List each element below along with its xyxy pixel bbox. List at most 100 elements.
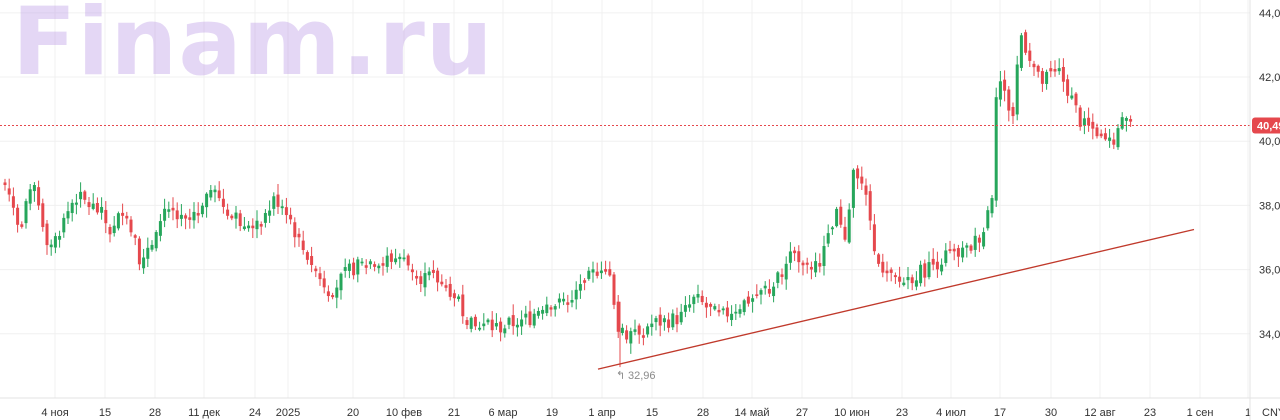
candle-up xyxy=(263,212,267,223)
candle-up xyxy=(990,198,994,214)
candle-up xyxy=(146,247,150,259)
candle-up xyxy=(58,235,62,240)
x-tick-label: 10 июн xyxy=(834,407,870,419)
candle-up xyxy=(62,217,66,233)
candle-down xyxy=(104,209,108,224)
x-tick-label: 11 дек xyxy=(188,407,220,419)
candle-up xyxy=(1082,118,1086,126)
candle-down xyxy=(583,280,587,283)
current-price-label: 40,49 xyxy=(1257,120,1280,132)
candle-up xyxy=(356,259,360,275)
candle-down xyxy=(436,270,440,283)
candle-down xyxy=(780,274,784,277)
candle-down xyxy=(3,182,7,186)
candle-up xyxy=(158,221,162,236)
x-tick-label: 24 xyxy=(249,407,261,419)
candle-down xyxy=(641,335,645,338)
candle-up xyxy=(116,213,120,229)
candle-down xyxy=(872,224,876,252)
candle-down xyxy=(1053,68,1057,72)
candle-down xyxy=(175,210,179,220)
candle-up xyxy=(343,267,347,271)
candle-up xyxy=(272,196,276,209)
currency-label: CNY xyxy=(1262,407,1280,419)
trendline[interactable] xyxy=(597,228,1195,370)
candle-down xyxy=(725,307,729,317)
candle-up xyxy=(994,97,998,201)
candle-up xyxy=(507,317,511,325)
x-tick-label: 1 xyxy=(1245,407,1251,419)
candle-down xyxy=(868,191,872,221)
candle-up xyxy=(1057,68,1061,72)
candle-down xyxy=(809,266,813,270)
candle-down xyxy=(608,269,612,276)
candle-down xyxy=(511,315,515,327)
candle-down xyxy=(1036,65,1040,72)
candle-down xyxy=(528,311,532,326)
candle-up xyxy=(192,211,196,221)
candle-up xyxy=(646,326,650,335)
candle-down xyxy=(746,296,750,304)
candle-up xyxy=(423,273,427,288)
candle-down xyxy=(1066,79,1070,96)
candle-up xyxy=(200,205,204,215)
x-tick-label: 28 xyxy=(697,407,709,419)
candle-down xyxy=(948,249,952,251)
candle-up xyxy=(1124,117,1128,121)
candle-down xyxy=(226,209,230,216)
candle-down xyxy=(889,269,893,273)
y-tick-label: 34,00 xyxy=(1259,329,1280,341)
candle-down xyxy=(931,258,935,265)
candle-up xyxy=(91,203,95,209)
candle-down xyxy=(709,303,713,307)
x-tick-label: 19 xyxy=(546,407,558,419)
candle-down xyxy=(318,273,322,280)
candle-down xyxy=(675,315,679,325)
candle-down xyxy=(440,281,444,285)
candle-down xyxy=(1061,66,1065,82)
candle-up xyxy=(377,265,381,269)
candle-down xyxy=(549,307,553,310)
candle-up xyxy=(213,189,217,193)
candle-down xyxy=(704,302,708,308)
grid-layer xyxy=(0,0,1250,398)
candle-up xyxy=(751,298,755,302)
candle-up xyxy=(553,306,557,310)
candle-down xyxy=(188,217,192,220)
candle-down xyxy=(20,224,24,227)
candle-up xyxy=(339,273,343,291)
candle-down xyxy=(7,188,11,195)
candle-down xyxy=(238,213,242,227)
x-tick-label: 23 xyxy=(896,407,908,419)
candle-down xyxy=(381,263,385,266)
candle-up xyxy=(914,280,918,287)
x-tick-label: 15 xyxy=(99,407,111,419)
candle-up xyxy=(940,264,944,272)
candle-down xyxy=(595,271,599,276)
y-tick-label: 44,00 xyxy=(1259,8,1280,20)
candle-down xyxy=(864,185,868,195)
candle-down xyxy=(87,202,91,208)
candle-down xyxy=(1078,107,1082,127)
candle-up xyxy=(683,305,687,312)
candle-down xyxy=(881,261,885,273)
x-tick-label: 6 мар xyxy=(489,407,518,419)
candle-up xyxy=(179,214,183,219)
candle-down xyxy=(1024,32,1028,53)
candle-down xyxy=(843,226,847,240)
candle-down xyxy=(45,223,49,246)
candle-down xyxy=(125,215,129,219)
candle-up xyxy=(515,324,519,328)
candle-down xyxy=(910,277,914,284)
candle-up xyxy=(591,269,595,273)
candle-down xyxy=(129,219,133,233)
candle-up xyxy=(532,313,536,326)
candle-down xyxy=(452,293,456,299)
candle-up xyxy=(167,209,171,212)
candle-up xyxy=(486,319,490,323)
candle-down xyxy=(221,198,225,207)
candle-up xyxy=(1108,137,1112,141)
candle-down xyxy=(566,302,570,305)
candle-down xyxy=(1099,133,1103,137)
